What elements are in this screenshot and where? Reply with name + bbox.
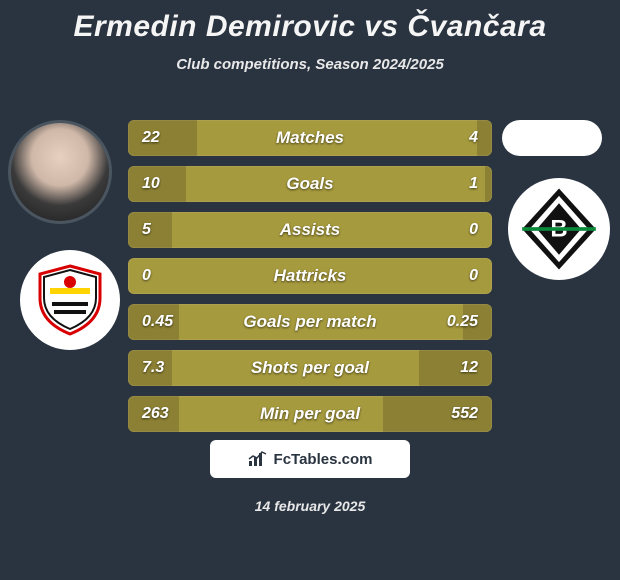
club-right-logo: B <box>508 178 610 280</box>
player-left-avatar <box>8 120 112 224</box>
page-title: Ermedin Demirovic vs Čvančara <box>0 0 620 44</box>
footer-date: 14 february 2025 <box>0 498 620 514</box>
club-left-logo <box>20 250 120 350</box>
page-subtitle: Club competitions, Season 2024/2025 <box>0 56 620 73</box>
stat-row: 0.450.25Goals per match <box>128 304 492 340</box>
chart-icon <box>248 451 268 467</box>
stat-label: Goals <box>128 166 492 202</box>
footer-brand-badge[interactable]: FcTables.com <box>210 440 410 478</box>
stat-label: Goals per match <box>128 304 492 340</box>
stat-row: 50Assists <box>128 212 492 248</box>
stat-label: Assists <box>128 212 492 248</box>
stat-row: 263552Min per goal <box>128 396 492 432</box>
gladbach-logo-icon: B <box>513 183 605 275</box>
stat-row: 7.312Shots per goal <box>128 350 492 386</box>
stat-row: 101Goals <box>128 166 492 202</box>
player-right-avatar <box>502 120 602 156</box>
stat-label: Shots per goal <box>128 350 492 386</box>
stat-label: Min per goal <box>128 396 492 432</box>
stuttgart-logo-icon <box>32 262 108 338</box>
stats-container: 224Matches 101Goals 50Assists 00Hattricks 0.… <box>128 120 492 442</box>
stat-label: Hattricks <box>128 258 492 294</box>
footer-brand-text: FcTables.com <box>274 451 373 468</box>
stat-row: 224Matches <box>128 120 492 156</box>
stat-row: 00Hattricks <box>128 258 492 294</box>
stat-label: Matches <box>128 120 492 156</box>
